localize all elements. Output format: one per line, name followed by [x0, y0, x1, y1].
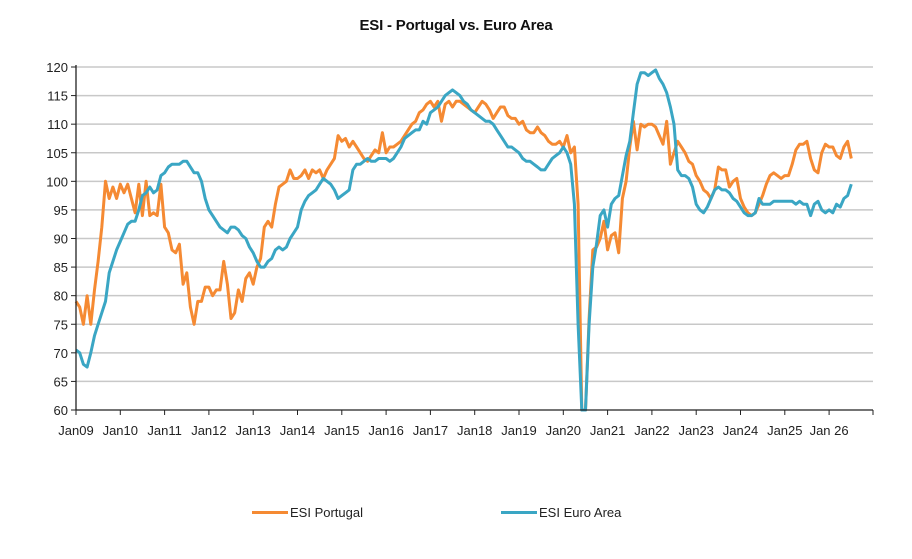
axes: 60 65 70 75 80 85 90 95 100 105 110 115 120 Jan09 Jan1… — [46, 60, 874, 438]
legend-item-portugal: ESI Portugal — [252, 505, 363, 520]
x-tick-label: Jan09 — [58, 423, 93, 438]
series-lines — [74, 68, 853, 412]
legend-label-portugal: ESI Portugal — [290, 505, 363, 520]
legend-swatch-euro-area — [501, 511, 537, 514]
x-tick-label: Jan14 — [280, 423, 315, 438]
x-tick-label: Jan 26 — [810, 423, 849, 438]
y-tick-label: 100 — [46, 174, 68, 189]
series-line-esi-portugal — [74, 99, 853, 412]
x-tick-label: Jan25 — [767, 423, 802, 438]
y-tick-label: 70 — [54, 346, 68, 361]
x-tick-label: Jan12 — [191, 423, 226, 438]
x-tick-label: Jan13 — [235, 423, 270, 438]
y-tick-label: 90 — [54, 232, 68, 247]
x-tick-label: Jan23 — [678, 423, 713, 438]
y-tick-label: 110 — [47, 117, 68, 132]
x-tick-label: Jan18 — [457, 423, 492, 438]
x-tick-label: Jan22 — [634, 423, 669, 438]
y-tick-label: 115 — [47, 89, 68, 104]
x-tick-label: Jan17 — [413, 423, 448, 438]
legend-label-euro-area: ESI Euro Area — [539, 505, 622, 520]
y-tick-label: 75 — [54, 317, 68, 332]
legend-item-euro-area: ESI Euro Area — [501, 505, 621, 520]
x-tick-label: Jan20 — [546, 423, 581, 438]
x-tick-label: Jan10 — [103, 423, 138, 438]
x-tick-label: Jan21 — [590, 423, 625, 438]
y-tick-label: 95 — [54, 203, 68, 218]
y-tick-label: 80 — [54, 289, 68, 304]
gridlines — [76, 66, 873, 383]
y-tick-label: 120 — [46, 60, 68, 75]
x-tick-label: Jan15 — [324, 423, 359, 438]
legend-swatch-portugal — [252, 511, 288, 514]
x-tick-label: Jan19 — [501, 423, 536, 438]
y-tick-label: 105 — [46, 146, 68, 161]
y-tick-label: 85 — [54, 260, 68, 275]
series-line-esi-euro-area — [75, 68, 853, 412]
x-tick-label: Jan16 — [368, 423, 403, 438]
y-tick-label: 65 — [54, 374, 68, 389]
x-tick-label: Jan11 — [147, 423, 181, 438]
chart-title: ESI - Portugal vs. Euro Area — [359, 17, 553, 34]
y-tick-label: 60 — [54, 403, 68, 418]
x-tick-label: Jan24 — [723, 423, 758, 438]
